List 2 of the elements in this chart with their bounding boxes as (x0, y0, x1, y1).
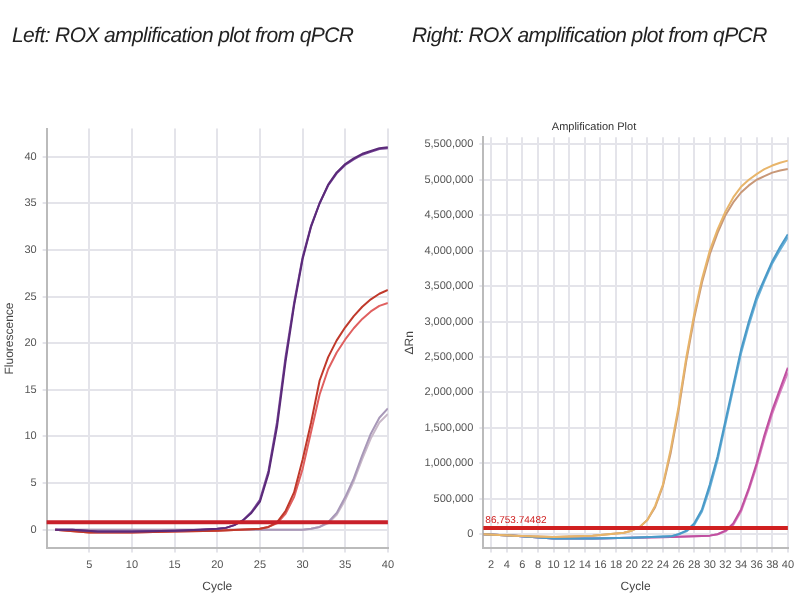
chart-title: Right: ROX amplification plot from qPCR (412, 24, 769, 48)
chart-title: Left: ROX amplification plot from qPCR (12, 24, 356, 48)
